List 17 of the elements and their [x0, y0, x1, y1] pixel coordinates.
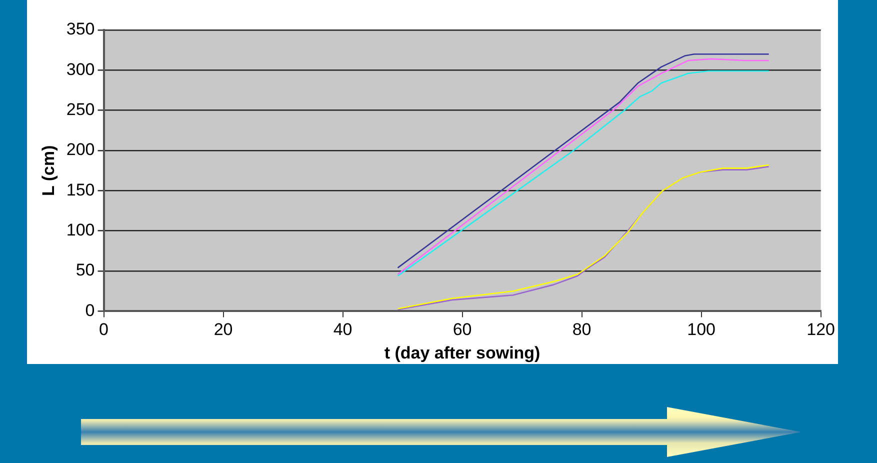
y-tick-label: 150 [66, 180, 95, 200]
y-tick-label: 300 [66, 60, 95, 79]
x-tick-label: 60 [452, 320, 472, 340]
y-tick-label: 200 [66, 140, 95, 160]
y-tick-label: 250 [66, 100, 95, 120]
y-tick-label: 100 [66, 220, 95, 240]
x-tick-label: 0 [99, 320, 108, 340]
x-tick-label: 20 [214, 320, 233, 340]
x-tick-label: 120 [806, 320, 836, 340]
x-tick-label: 40 [333, 320, 352, 340]
y-axis-title: L (cm) [38, 145, 58, 196]
y-tick-label: 350 [66, 20, 95, 39]
x-tick-label: 80 [572, 320, 592, 340]
x-axis-title: t (day after sowing) [384, 343, 540, 362]
y-tick-label: 50 [76, 260, 95, 280]
y-tick-label: 0 [85, 300, 95, 320]
x-tick-label: 100 [687, 320, 716, 340]
